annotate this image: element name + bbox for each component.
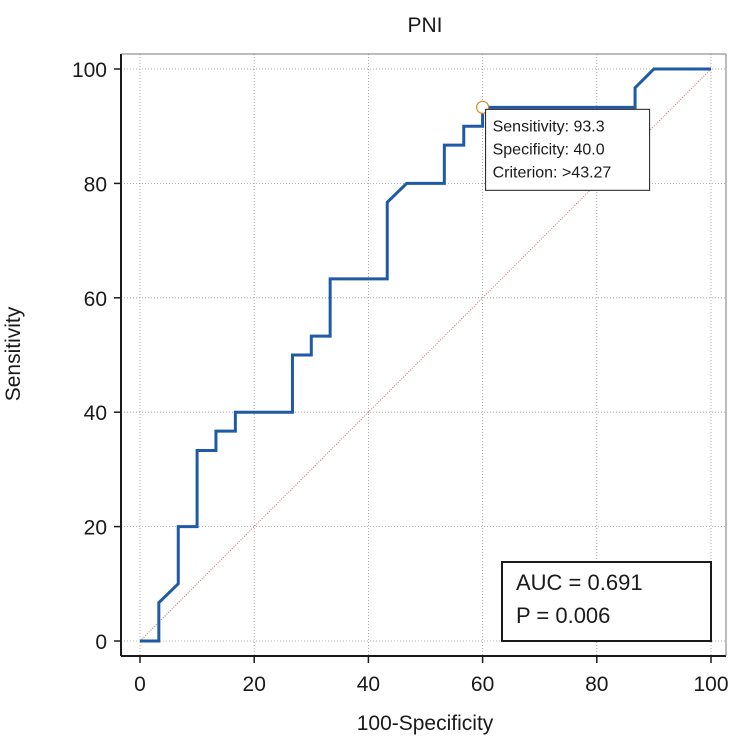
y-tick-label: 100 <box>72 59 107 82</box>
criterion-tooltip: Sensitivity: 93.3 Specificity: 40.0 Criter… <box>476 100 651 191</box>
x-tick-label: 40 <box>357 673 380 696</box>
tooltip-line: Sensitivity: 93.3 <box>493 118 605 135</box>
y-axis-label: Sensitivity <box>2 306 25 401</box>
plot-frame <box>120 53 727 657</box>
auc-annotation: AUC = 0.691 P = 0.006 <box>501 561 712 642</box>
y-tick-label: 80 <box>84 173 107 196</box>
chart-title: PNI <box>407 14 442 37</box>
tooltip-line: Specificity: 40.0 <box>493 141 605 158</box>
tooltip-line: Criterion: >43.27 <box>493 164 612 181</box>
annotation-line: P = 0.006 <box>516 603 610 628</box>
x-tick-label: 100 <box>693 673 728 696</box>
x-tick-label: 60 <box>471 673 494 696</box>
tooltip-box <box>485 108 651 191</box>
x-tick-label: 20 <box>243 673 266 696</box>
annotation-box <box>501 561 712 642</box>
x-tick-label: 80 <box>585 673 608 696</box>
x-axis-label: 100-Specificity <box>357 712 494 735</box>
roc-curve-group <box>140 67 711 643</box>
y-tick-label: 0 <box>95 631 107 654</box>
axis-ticks: 0 20 40 60 80 100 0 20 40 60 80 100 <box>72 59 729 696</box>
y-tick-label: 60 <box>84 288 107 311</box>
y-tick-label: 40 <box>84 402 107 425</box>
roc-curve <box>140 67 711 643</box>
y-tick-label: 20 <box>84 517 107 540</box>
annotation-line: AUC = 0.691 <box>516 570 643 595</box>
x-tick-label: 0 <box>134 673 146 696</box>
